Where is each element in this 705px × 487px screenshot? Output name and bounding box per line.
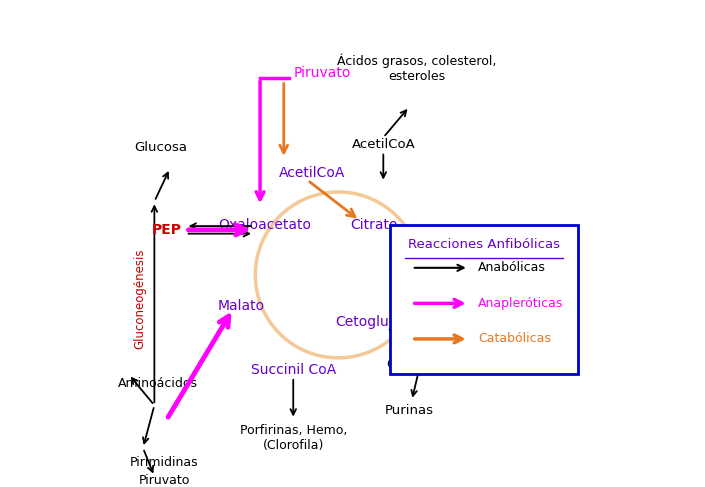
Text: Reacciones Anfibólicas: Reacciones Anfibólicas — [408, 238, 560, 251]
Text: Piruvato: Piruvato — [293, 66, 350, 80]
Text: Anapleróticas: Anapleróticas — [478, 297, 563, 310]
Text: Pirimidinas: Pirimidinas — [130, 456, 198, 469]
Text: Glucosa: Glucosa — [134, 141, 187, 154]
Text: Succinil CoA: Succinil CoA — [250, 363, 336, 377]
Text: Porfirinas, Hemo,
(Clorofila): Porfirinas, Hemo, (Clorofila) — [240, 424, 347, 452]
Text: AcetilCoA: AcetilCoA — [279, 166, 345, 180]
Text: Purinas: Purinas — [385, 404, 434, 417]
Text: Aminoácidos: Aminoácidos — [118, 377, 198, 391]
Text: Aminoácidos: Aminoácidos — [445, 326, 530, 339]
Text: Malato: Malato — [218, 299, 264, 313]
Text: AcetilCoA: AcetilCoA — [351, 138, 415, 151]
FancyBboxPatch shape — [391, 225, 577, 375]
Text: Ácidos grasos, colesterol,
esteroles: Ácidos grasos, colesterol, esteroles — [337, 54, 496, 83]
Text: Catabólicas: Catabólicas — [478, 333, 551, 345]
Text: Oxaloacetato: Oxaloacetato — [219, 218, 312, 232]
Text: Gluconeogénesis: Gluconeogénesis — [134, 248, 147, 349]
Text: Piruvato: Piruvato — [138, 474, 190, 487]
Text: Anabólicas: Anabólicas — [478, 262, 546, 274]
Text: Cetoglutarato: Cetoglutarato — [335, 315, 431, 329]
Text: PEP: PEP — [152, 223, 182, 237]
Text: Glutamato: Glutamato — [386, 358, 456, 371]
Text: Citrato: Citrato — [350, 218, 398, 232]
